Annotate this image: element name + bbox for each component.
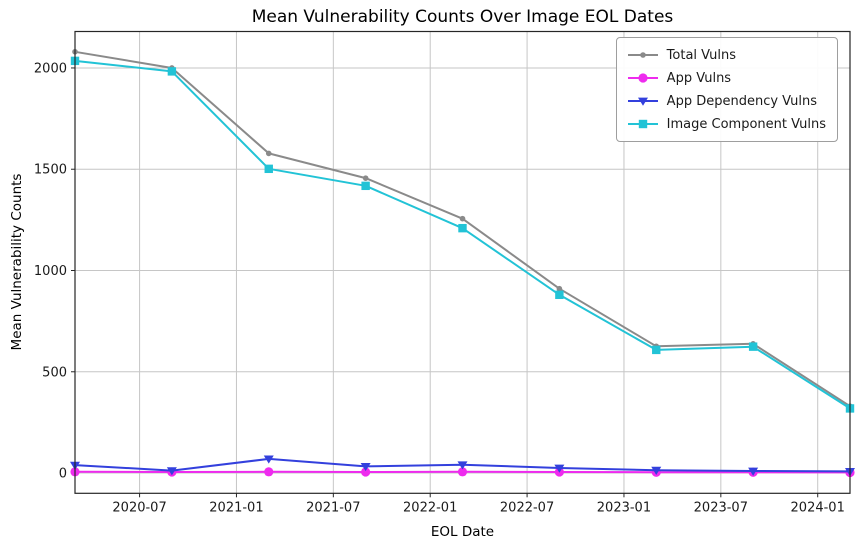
x-tick-label: 2022-07 bbox=[500, 500, 554, 515]
marker-circle bbox=[638, 73, 648, 83]
marker-triangle-down bbox=[554, 464, 565, 473]
legend-item-app-vulns: App Vulns bbox=[626, 68, 826, 88]
x-tick-label: 2023-01 bbox=[597, 500, 651, 515]
y-tick-label: 1500 bbox=[34, 163, 67, 178]
marker-triangle-down bbox=[637, 97, 648, 106]
legend-label: Total Vulns bbox=[666, 47, 737, 63]
legend-marker-circle-small-icon bbox=[627, 52, 658, 58]
y-tick-label: 2000 bbox=[34, 61, 67, 76]
legend-item-app-dependency-vulns: App Dependency Vulns bbox=[626, 91, 826, 111]
marker-triangle-down bbox=[166, 467, 177, 476]
marker-triangle-down bbox=[360, 462, 371, 472]
x-tick-label: 2023-07 bbox=[694, 500, 748, 515]
marker-circle-small bbox=[556, 285, 563, 292]
marker-triangle-down bbox=[457, 461, 468, 470]
marker-triangle-down bbox=[263, 455, 274, 464]
x-axis-label: EOL Date bbox=[430, 524, 495, 540]
legend: Total Vulns App Vulns App Dependency Vulns… bbox=[615, 37, 838, 142]
marker-square bbox=[555, 290, 564, 300]
x-tick-label: 2024-01 bbox=[791, 500, 845, 515]
marker-square bbox=[748, 342, 758, 351]
marker-circle bbox=[457, 467, 468, 477]
marker-square bbox=[652, 345, 661, 355]
x-tick-label: 2022-01 bbox=[403, 500, 457, 515]
legend-marker-triangle-down-icon bbox=[627, 97, 658, 106]
marker-circle-small bbox=[362, 175, 369, 181]
plot-border bbox=[74, 30, 851, 494]
marker-circle-small bbox=[639, 52, 646, 58]
x-tick-label: 2021-07 bbox=[306, 500, 360, 515]
marker-circle bbox=[264, 467, 274, 477]
marker-square bbox=[458, 223, 467, 233]
legend-item-image-component-vulns: Image Component Vulns bbox=[626, 114, 826, 134]
marker-circle-small bbox=[459, 215, 466, 222]
marker-triangle-down bbox=[651, 466, 662, 476]
y-tick-label: 500 bbox=[42, 365, 67, 380]
y-tick-label: 1000 bbox=[34, 264, 67, 279]
y-tick-label: 0 bbox=[59, 467, 67, 482]
marker-circle-small bbox=[265, 150, 272, 157]
x-tick-label: 2020-07 bbox=[112, 500, 166, 515]
series-app-dependency-vulns bbox=[70, 455, 855, 477]
marker-circle bbox=[361, 467, 371, 477]
chart-title: Mean Vulnerability Counts Over Image EOL… bbox=[251, 7, 674, 27]
marker-triangle-down bbox=[748, 467, 759, 476]
marker-square bbox=[361, 181, 370, 191]
legend-item-total-vulns: Total Vulns bbox=[626, 45, 826, 65]
marker-square bbox=[638, 119, 647, 129]
legend-label: App Dependency Vulns bbox=[666, 93, 818, 109]
marker-square bbox=[264, 164, 273, 174]
marker-square bbox=[167, 67, 177, 76]
legend-label: Image Component Vulns bbox=[666, 116, 826, 132]
legend-marker-circle-icon bbox=[627, 73, 658, 83]
legend-marker-square-icon bbox=[627, 119, 658, 129]
legend-label: App Vulns bbox=[666, 70, 732, 86]
x-tick-label: 2021-01 bbox=[209, 500, 263, 515]
